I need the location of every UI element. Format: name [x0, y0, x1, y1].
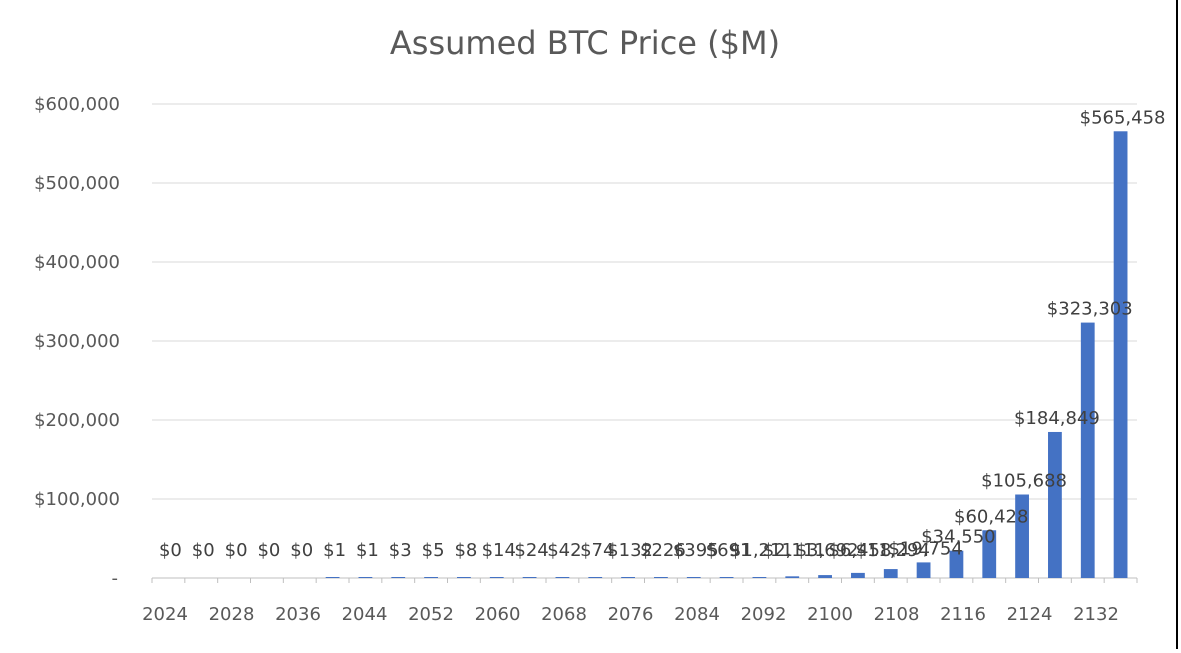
bar	[424, 577, 438, 578]
data-label: $0	[225, 540, 248, 561]
x-tick-label: 2044	[342, 604, 388, 625]
data-label: $0	[159, 540, 182, 561]
bar	[621, 577, 635, 578]
x-tick-label: 2100	[807, 604, 853, 625]
x-tick-label: 2052	[408, 604, 454, 625]
data-label: $0	[192, 540, 215, 561]
data-labels: $0 $0 $0 $0 $0 $1 $1 $3 $5 $8 $14$24$42$74$132$226…	[159, 107, 1166, 561]
bar	[982, 530, 997, 578]
x-tick-label: 2024	[142, 604, 188, 625]
bar	[916, 562, 931, 578]
bar	[391, 577, 406, 578]
data-label: $691	[706, 540, 752, 561]
gridlines	[151, 103, 1138, 583]
data-label: $1	[356, 540, 379, 561]
x-tick-label: 2076	[608, 604, 654, 625]
data-label: $184,849	[1014, 408, 1100, 429]
data-label: $395	[673, 540, 719, 561]
data-label: $1,211	[730, 540, 793, 561]
bar	[883, 569, 898, 578]
data-label: $60,428	[954, 506, 1028, 527]
data-label: $2,111	[763, 540, 826, 561]
data-label: $5	[422, 540, 445, 561]
bar	[1015, 494, 1029, 578]
bar	[555, 577, 570, 578]
x-tick-label: 2108	[874, 604, 920, 625]
data-label: $74	[580, 540, 614, 561]
chart-title: Assumed BTC Price ($M)	[390, 24, 780, 62]
x-axis: 2024 2028 2036 2044 2052 2060 2068 2076 2084 2092…	[142, 604, 1119, 625]
data-label: $11,294	[856, 540, 930, 561]
x-tick-label: 2036	[275, 604, 321, 625]
y-tick-label: $100,000	[34, 489, 120, 510]
bar	[325, 577, 340, 578]
y-axis: - $100,000 $200,000 $300,000 $400,000 $500,00…	[34, 94, 120, 589]
bar	[522, 577, 537, 578]
data-label: $14	[482, 540, 516, 561]
y-tick-label: $600,000	[34, 94, 120, 115]
bar	[752, 577, 767, 578]
x-tick-label: 2092	[741, 604, 787, 625]
bar	[457, 577, 471, 578]
data-label: $1	[323, 540, 346, 561]
bar	[588, 577, 603, 578]
data-label: $6,458	[828, 540, 891, 561]
x-tick-label: 2124	[1007, 604, 1053, 625]
x-tick-label: 2116	[940, 604, 986, 625]
data-label: $19,754	[888, 538, 962, 559]
y-tick-label: $200,000	[34, 410, 120, 431]
data-label: $105,688	[981, 471, 1067, 492]
x-tick-label: 2068	[541, 604, 587, 625]
x-tick-label: 2060	[475, 604, 521, 625]
x-tick-label: 2028	[209, 604, 255, 625]
data-label: $42	[547, 540, 581, 561]
x-tick-label: 2132	[1073, 604, 1119, 625]
data-label: $0	[290, 540, 313, 561]
data-label: $0	[257, 540, 280, 561]
bar	[358, 577, 373, 578]
bar	[654, 577, 668, 578]
y-tick-label: -	[112, 568, 119, 589]
data-label: $226	[640, 540, 686, 561]
bar	[949, 550, 964, 578]
bar	[818, 575, 832, 578]
data-label: $24	[514, 540, 548, 561]
y-tick-label: $300,000	[34, 331, 120, 352]
bar	[785, 576, 800, 578]
frame-border	[1176, 0, 1178, 649]
bar	[719, 577, 734, 578]
bar	[1113, 131, 1128, 578]
x-tick-label: 2084	[674, 604, 720, 625]
y-tick-label: $400,000	[34, 252, 120, 273]
bar	[1048, 431, 1062, 578]
data-label: $3,692	[796, 540, 859, 561]
data-label: $132	[607, 540, 653, 561]
bar	[851, 572, 865, 578]
data-label: $8	[454, 540, 477, 561]
bar	[686, 577, 701, 578]
bar	[1080, 322, 1095, 578]
bar	[489, 577, 504, 578]
data-label: $3	[389, 540, 412, 561]
data-label: $34,550	[921, 527, 995, 548]
data-label: $565,458	[1080, 107, 1166, 128]
y-tick-label: $500,000	[34, 173, 120, 194]
bars	[325, 131, 1128, 578]
data-label: $323,303	[1047, 299, 1133, 320]
